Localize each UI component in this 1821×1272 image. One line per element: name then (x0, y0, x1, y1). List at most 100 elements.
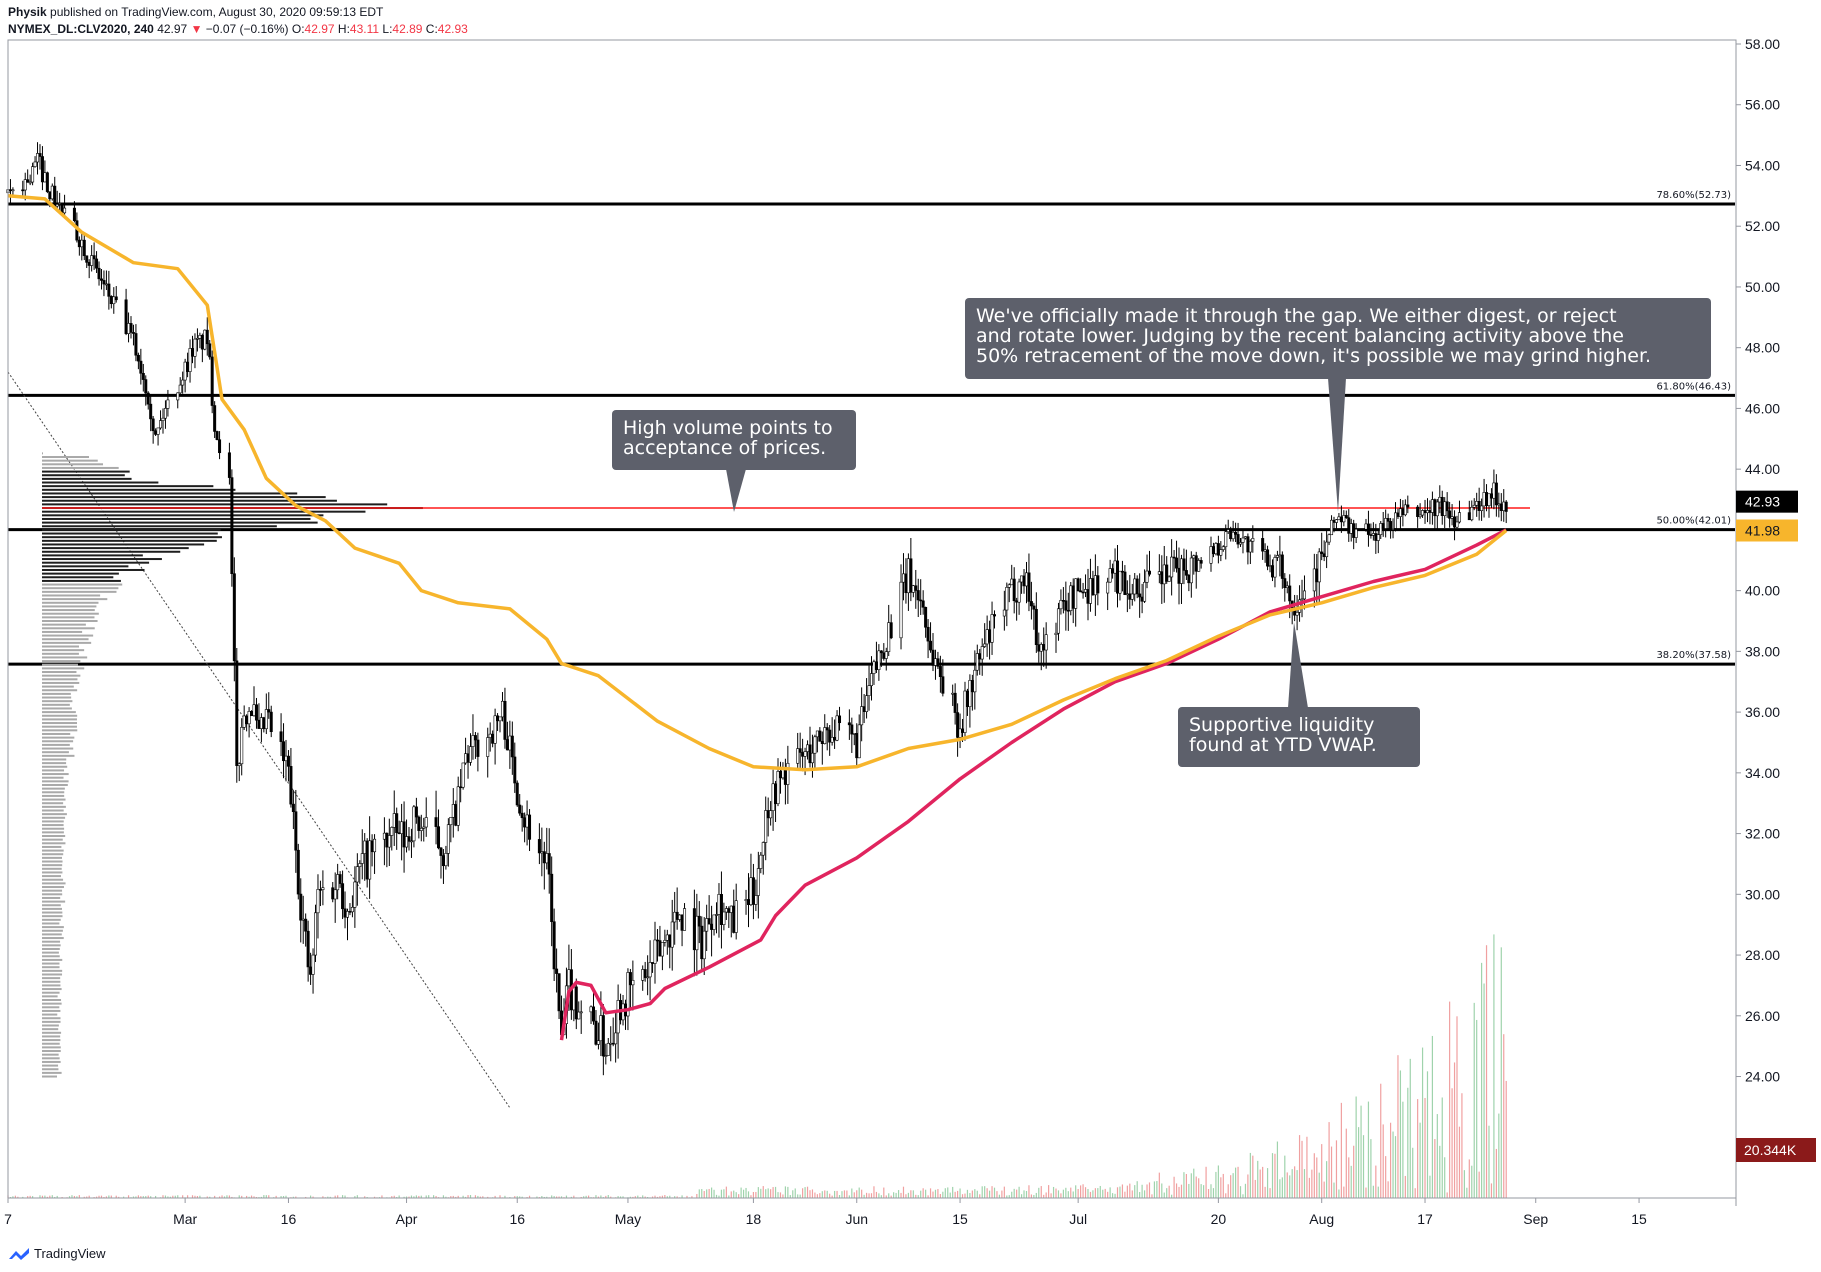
candle-body (163, 408, 167, 419)
volume-bar (1424, 1097, 1426, 1198)
axes: 58.00 56.00 54.00 52.00 50.00 48.00 46.00 44.00… (4, 36, 1780, 1227)
volume-bar (752, 1192, 755, 1198)
candle-body (970, 680, 974, 693)
candle-body (363, 840, 367, 854)
tradingview-logo-icon[interactable] (8, 1247, 30, 1261)
candle-body (1106, 581, 1110, 594)
volume-bar (632, 1196, 634, 1198)
author-name[interactable]: Physik (8, 5, 47, 19)
volume-annotation[interactable]: High volume points to acceptance of pric… (612, 410, 856, 470)
candle-body (1480, 505, 1484, 511)
volume-bar (883, 1187, 885, 1198)
candle-body (911, 585, 915, 593)
anchored-vwap-line (559, 528, 1508, 1041)
volume-bar (218, 1196, 221, 1198)
candle-body (338, 874, 342, 884)
profile-row (42, 725, 77, 728)
volume-bar (885, 1195, 887, 1198)
volume-bar (1355, 1096, 1357, 1198)
volume-bar (774, 1186, 777, 1198)
profile-row (42, 1028, 59, 1031)
candle-body (176, 392, 180, 401)
volume-bar (1409, 1058, 1411, 1198)
volume-bar (765, 1189, 767, 1198)
volume-bar (391, 1196, 393, 1198)
candle-body (141, 372, 145, 380)
volume-bar (647, 1196, 649, 1198)
brand-name[interactable]: TradingView (34, 1246, 106, 1261)
candle-body (267, 709, 271, 713)
volume-bar (1020, 1194, 1023, 1198)
volume-bar (1372, 1185, 1374, 1198)
volume-bar (1215, 1171, 1217, 1198)
candle-body (203, 329, 207, 350)
volume-bar (644, 1196, 646, 1198)
candle-body (1076, 578, 1080, 592)
candle-body (395, 813, 399, 833)
candle-body (309, 966, 313, 975)
volume-bar (410, 1195, 413, 1198)
volume-bar (88, 1195, 90, 1198)
volume-bar (1166, 1188, 1168, 1198)
dashed-trendline (7, 371, 511, 1109)
profile-row (42, 579, 121, 582)
candle-body (956, 712, 960, 738)
candle-body (980, 646, 984, 660)
volume-label-bg (1736, 1138, 1816, 1162)
candle-body (72, 207, 76, 222)
candle-body (1017, 581, 1021, 603)
profile-row (42, 510, 366, 513)
volume-bar (1269, 1188, 1271, 1198)
volume-bar (27, 1196, 29, 1198)
volume-bar (39, 1195, 41, 1198)
profile-row (42, 499, 337, 502)
volume-bar (760, 1188, 762, 1198)
candle-body (1438, 496, 1442, 503)
volume-bar (998, 1194, 1001, 1198)
candle-body (365, 840, 369, 880)
candle-body (1261, 538, 1265, 552)
candle-body (1074, 578, 1078, 609)
volume-bar (654, 1195, 656, 1198)
profile-row (42, 612, 99, 615)
candle-body (392, 813, 396, 828)
candle-body (988, 629, 992, 643)
candle-body (345, 911, 349, 918)
candle-body (867, 685, 871, 696)
candle-body (1138, 593, 1142, 598)
volume-bars (7, 934, 1507, 1198)
volume-bar (1500, 947, 1502, 1198)
volume-bar (1225, 1193, 1227, 1198)
profile-row (42, 652, 79, 655)
candle-body (58, 203, 62, 205)
candle-body (1403, 504, 1407, 516)
vwap-annotation[interactable]: Supportive liquidity found at YTD VWAP. (1178, 707, 1420, 767)
candle-body (279, 731, 283, 742)
profile-row (42, 849, 64, 852)
volume-bar (1180, 1184, 1183, 1198)
y-tick-label: 34.00 (1745, 765, 1780, 781)
profile-row (42, 867, 62, 870)
candle-body (1485, 492, 1489, 507)
volume-bar (757, 1187, 759, 1198)
volume-bar (922, 1188, 924, 1198)
candle-body (978, 653, 982, 660)
candle-body (36, 153, 40, 163)
candle-body (373, 838, 377, 853)
candle-body (1219, 549, 1223, 556)
volume-bar (691, 1196, 693, 1198)
volume-bar (1060, 1193, 1062, 1198)
y-tick-label: 54.00 (1745, 157, 1780, 173)
candle-body (23, 179, 27, 191)
volume-bar (806, 1186, 809, 1198)
volume-bar (182, 1195, 184, 1198)
y-tick-label: 56.00 (1745, 97, 1780, 113)
gap-annotation[interactable]: We've officially made it through the gap… (965, 298, 1711, 379)
symbol-name[interactable]: NYMEX_DL:CLV2020, 240 (8, 22, 154, 36)
candle-body (727, 908, 731, 913)
candle-body (523, 817, 527, 828)
candle-body (1069, 585, 1073, 611)
profile-row (42, 722, 78, 725)
volume-bar (464, 1196, 467, 1198)
